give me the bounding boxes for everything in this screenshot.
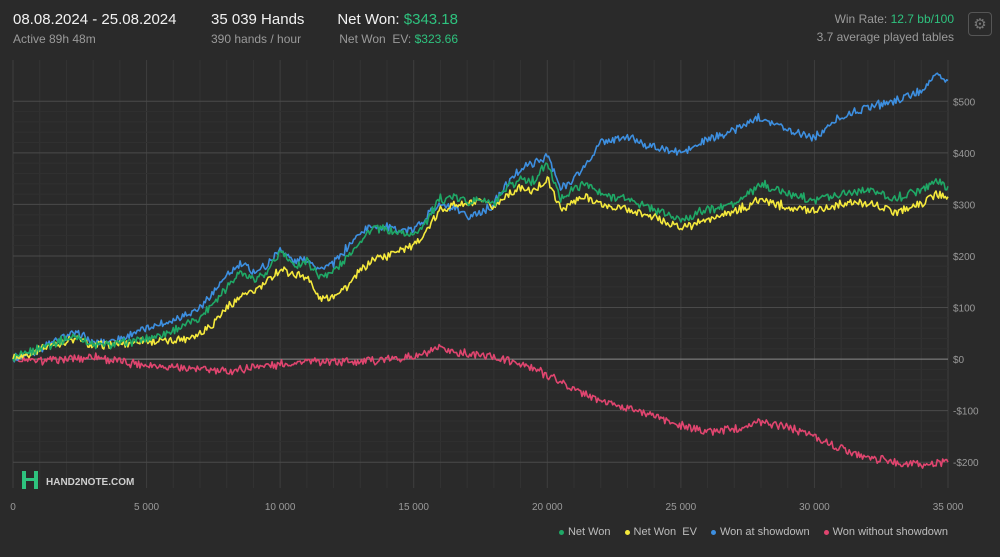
- legend-dot-icon: [710, 529, 716, 535]
- legend-dot-icon: [823, 529, 829, 535]
- x-tick-label: 5 000: [134, 502, 159, 513]
- win-rate-value: 12.7 bb/100: [890, 12, 954, 26]
- x-tick-label: 35 000: [933, 502, 964, 513]
- legend: Net Won Net Won EV Won at showdown Won with…: [558, 526, 948, 538]
- y-tick-label: $300: [953, 200, 976, 211]
- x-tick-label: 15 000: [398, 502, 429, 513]
- legend-label: Net Won EV: [633, 526, 697, 538]
- y-tick-label: -$200: [953, 458, 979, 469]
- y-tick-label: -$100: [953, 407, 979, 418]
- legend-item[interactable]: Net Won EV: [624, 526, 697, 538]
- net-won-value: $343.18: [403, 11, 458, 28]
- watermark: HAND2NOTE.COM: [22, 471, 134, 489]
- hand2note-logo-icon: [22, 471, 38, 489]
- legend-item[interactable]: Won at showdown: [710, 526, 810, 538]
- x-tick-label: 0: [10, 502, 16, 513]
- legend-dot-icon: [558, 529, 564, 535]
- date-block: 08.08.2024 - 25.08.2024 Active 89h 48m: [13, 10, 176, 48]
- net-won-block: Net Won: $343.18 Net Won EV: $323.66: [320, 10, 458, 48]
- x-tick-label: 25 000: [666, 502, 697, 513]
- hands-per-hour: 390 hands / hour: [211, 32, 302, 46]
- win-rate-label: Win Rate:: [834, 12, 888, 26]
- gear-icon[interactable]: ⚙: [968, 12, 992, 36]
- avg-tables: 3.7 average played tables: [816, 30, 954, 44]
- net-won-ev-label: Net Won EV:: [339, 32, 412, 46]
- legend-dot-icon: [624, 529, 630, 535]
- y-tick-label: $500: [953, 97, 976, 108]
- net-won-ev-value: $323.66: [414, 32, 458, 46]
- y-tick-label: $200: [953, 252, 976, 263]
- watermark-text: HAND2NOTE.COM: [46, 477, 134, 488]
- legend-label: Net Won: [567, 526, 611, 538]
- hands-block: 35 039 Hands 390 hands / hour: [211, 10, 304, 48]
- date-range: 08.08.2024 - 25.08.2024: [13, 11, 177, 28]
- series-line-won-at-showdown: [12, 72, 949, 363]
- win-rate-block: Win Rate: 12.7 bb/100 3.7 average played…: [760, 10, 954, 46]
- legend-item[interactable]: Won without showdown: [823, 526, 948, 538]
- legend-item[interactable]: Net Won: [558, 526, 611, 538]
- x-tick-label: 30 000: [799, 502, 830, 513]
- series-line-net-won-ev: [12, 176, 949, 360]
- active-time: Active 89h 48m: [13, 32, 96, 46]
- hands-count: 35 039 Hands: [211, 11, 305, 28]
- x-tick-label: 10 000: [265, 502, 296, 513]
- net-won-label: Net Won:: [337, 11, 400, 28]
- series-line-won-without-showdown: [12, 343, 949, 469]
- legend-label: Won at showdown: [719, 526, 810, 538]
- legend-label: Won without showdown: [832, 526, 948, 538]
- series-line-net-won: [12, 162, 949, 362]
- y-tick-label: $400: [953, 149, 976, 160]
- y-tick-label: $100: [953, 304, 976, 315]
- x-tick-label: 20 000: [532, 502, 563, 513]
- y-tick-label: $0: [953, 355, 965, 366]
